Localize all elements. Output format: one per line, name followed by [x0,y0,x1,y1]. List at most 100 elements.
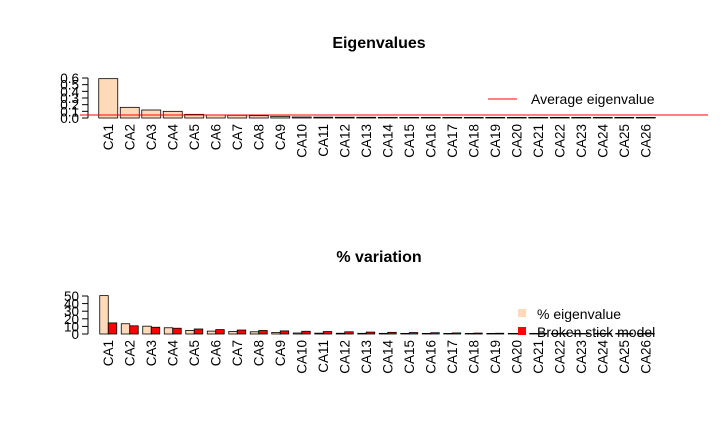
x-tick-label: CA1 [101,124,116,150]
legend-swatch-eigenvalue [518,309,526,317]
bar-ca22-series-1 [559,332,569,335]
x-tick-label: CA15 [402,124,417,158]
y-tick-label: 50 [64,289,79,304]
bar-ca18 [463,117,484,119]
x-tick-labels: CA1 CA2 CA3 CA4 CA5 CA6 CA7 CA8 CA9 CA10 CA11 CA12 C… [101,340,654,374]
x-tick-label: CA14 [380,340,395,374]
x-tick-label: CA11 [316,124,331,157]
bar-ca6-series-0 [206,330,217,335]
x-tick-label: CA4 [165,124,180,151]
bar-ca13 [356,116,377,119]
x-tick-label: CA10 [294,340,309,374]
x-tick-label: CA17 [445,124,460,158]
x-tick-label: CA23 [574,340,589,374]
y-tick-label: 20 [64,312,79,327]
x-tick-label: CA7 [230,124,245,150]
bar-ca18-series-0 [464,332,475,335]
bar-ca13-series-1 [365,331,376,335]
legend: Average eigenvalue [488,91,655,107]
bar-ca2 [119,106,140,119]
x-tick-label: CA22 [552,124,567,158]
y-tick-label: 0 [71,327,79,342]
bar-ca14-series-0 [378,332,389,335]
y-tick-label: 0.5 [60,78,79,93]
legend-label-average-eigenvalue: Average eigenvalue [531,91,655,107]
bar-ca10 [291,116,312,119]
x-tick-label: CA3 [144,124,159,150]
bar-series [99,295,655,335]
bar-ca17-series-0 [443,332,453,335]
bar-ca10-series-1 [301,330,311,335]
y-tick-label: 0.2 [60,98,79,113]
legend: % eigenvalue Broken stick model [518,306,655,340]
chart-title: Eigenvalues [332,35,425,52]
x-tick-label: CA18 [466,124,481,158]
x-tick-label: CA2 [122,340,137,366]
eigenvalues-panel: Eigenvalues 0.00.10.20.30.40.50.6 CA1 CA2… [60,35,708,158]
x-tick-label: CA9 [273,340,288,366]
bar-ca10-series-0 [292,332,303,335]
x-tick-label: CA6 [208,124,223,150]
bar-ca6-series-1 [215,329,225,335]
legend-label-eigenvalue: % eigenvalue [537,306,621,322]
bar-ca7-series-0 [228,331,238,335]
bar-ca4-series-1 [172,327,182,335]
x-tick-label: CA26 [638,124,653,158]
x-tick-label: CA24 [595,340,610,374]
bar-ca5-series-0 [185,330,195,335]
bar-ca7 [227,114,248,119]
y-tick-label: 30 [64,304,79,319]
x-tick-label: CA7 [230,340,245,366]
x-tick-label: CA20 [509,340,524,374]
bar-ca16-series-0 [421,332,432,335]
x-tick-label: CA1 [101,340,116,366]
x-tick-label: CA13 [359,340,374,374]
x-tick-label: CA16 [423,340,438,374]
bar-ca23-series-1 [580,332,591,335]
bar-ca1-series-0 [99,295,109,335]
bar-ca14-series-1 [387,331,397,335]
y-tick-label: 0.1 [60,104,79,119]
x-tick-label: CA26 [638,340,653,374]
bar-ca2-series-0 [120,323,131,335]
x-tick-label: CA11 [316,340,331,373]
bar-ca7-series-1 [236,329,247,335]
bar-ca15 [399,117,420,119]
bar-ca15-series-1 [408,332,419,335]
x-tick-label: CA23 [574,124,589,158]
bar-ca8-series-0 [249,331,260,335]
x-tick-label: CA8 [251,124,266,150]
x-tick-label: CA5 [187,340,202,366]
x-tick-label: CA4 [165,340,180,367]
bar-ca20-series-0 [507,332,518,335]
x-tick-label: CA22 [552,340,567,374]
bar-ca19 [485,117,506,119]
x-tick-label: CA16 [423,124,438,158]
bar-ca15-series-0 [400,332,410,335]
bar-ca5 [184,113,205,119]
x-tick-label: CA21 [531,124,546,158]
bar-ca5-series-1 [193,328,204,335]
x-tick-label: CA17 [445,340,460,374]
x-tick-label: CA3 [144,340,159,366]
x-tick-label: CA19 [488,340,503,374]
x-tick-label: CA9 [273,124,288,150]
x-tick-label: CA25 [617,340,632,374]
bar-ca17-series-1 [451,332,462,335]
bar-ca18-series-1 [473,332,483,335]
bar-ca25-series-1 [623,332,634,335]
bar-ca3 [141,109,162,119]
y-tick-label: 0.6 [60,71,79,86]
y-tick-label: 0.0 [60,111,79,126]
bar-ca16-series-1 [430,332,440,335]
x-tick-label: CA13 [359,124,374,158]
x-tick-label: CA20 [509,124,524,158]
bar-ca1-series-1 [107,322,118,335]
bar-ca23 [571,117,592,119]
x-tick-label: CA15 [402,340,417,374]
bar-ca19-series-0 [486,332,496,335]
bar-ca11 [313,116,334,119]
bar-ca1 [98,78,119,119]
